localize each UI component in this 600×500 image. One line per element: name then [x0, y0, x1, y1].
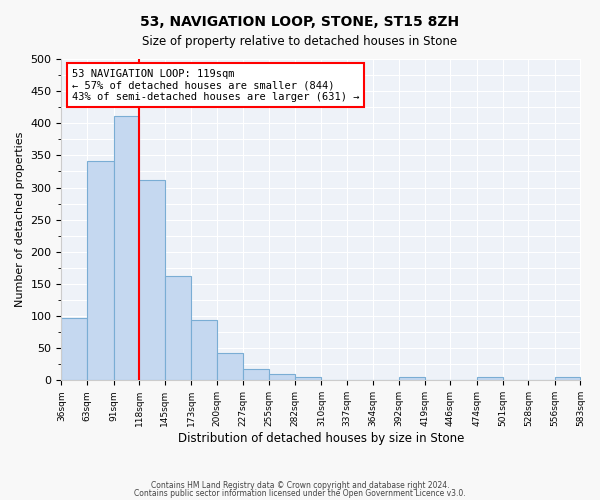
- Text: 53 NAVIGATION LOOP: 119sqm
← 57% of detached houses are smaller (844)
43% of sem: 53 NAVIGATION LOOP: 119sqm ← 57% of deta…: [72, 68, 359, 102]
- Bar: [61, 318, 87, 380]
- Bar: [555, 377, 580, 380]
- Bar: [399, 377, 425, 380]
- Bar: [113, 116, 139, 380]
- Bar: [269, 374, 295, 380]
- Text: Contains HM Land Registry data © Crown copyright and database right 2024.: Contains HM Land Registry data © Crown c…: [151, 481, 449, 490]
- Text: 53, NAVIGATION LOOP, STONE, ST15 8ZH: 53, NAVIGATION LOOP, STONE, ST15 8ZH: [140, 15, 460, 29]
- Bar: [165, 276, 191, 380]
- Bar: [139, 180, 165, 380]
- Bar: [217, 354, 242, 380]
- Y-axis label: Number of detached properties: Number of detached properties: [15, 132, 25, 308]
- Text: Size of property relative to detached houses in Stone: Size of property relative to detached ho…: [142, 35, 458, 48]
- Bar: [242, 369, 269, 380]
- Text: Contains public sector information licensed under the Open Government Licence v3: Contains public sector information licen…: [134, 488, 466, 498]
- X-axis label: Distribution of detached houses by size in Stone: Distribution of detached houses by size …: [178, 432, 464, 445]
- Bar: [295, 377, 322, 380]
- Bar: [477, 377, 503, 380]
- Bar: [87, 160, 113, 380]
- Bar: [191, 320, 217, 380]
